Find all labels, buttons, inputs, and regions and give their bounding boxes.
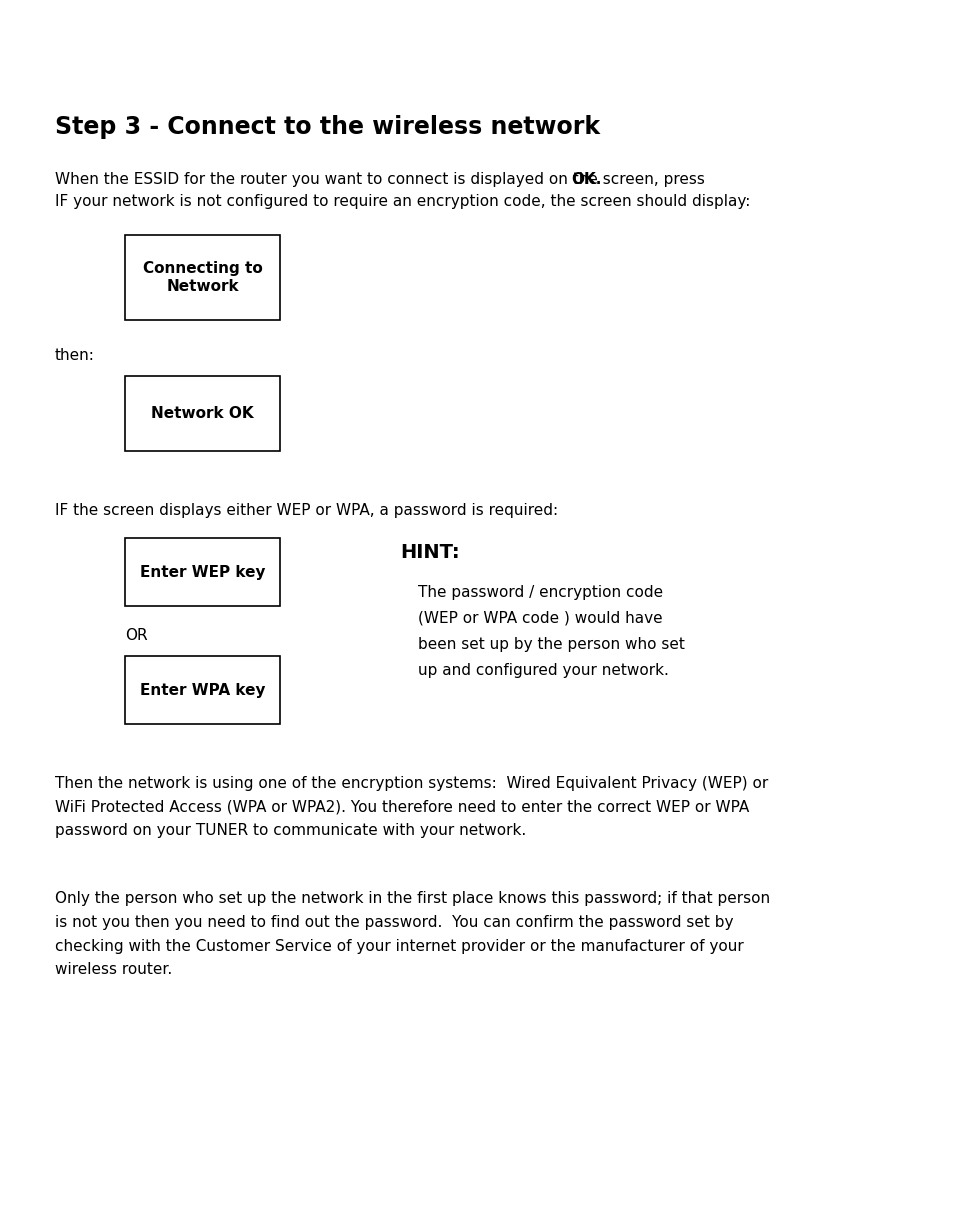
Text: WiFi Protected Access (WPA or WPA2). You therefore need to enter the correct WEP: WiFi Protected Access (WPA or WPA2). You… (55, 800, 748, 814)
Text: Step 3 - Connect to the wireless network: Step 3 - Connect to the wireless network (55, 115, 599, 139)
Text: Only the person who set up the network in the first place knows this password; i: Only the person who set up the network i… (55, 892, 769, 906)
Text: Network OK: Network OK (151, 406, 253, 422)
Text: Connecting to
Network: Connecting to Network (143, 261, 262, 294)
Bar (125, 538, 280, 606)
Text: password on your TUNER to communicate with your network.: password on your TUNER to communicate wi… (55, 823, 526, 838)
Text: wireless router.: wireless router. (55, 962, 172, 977)
Text: checking with the Customer Service of your internet provider or the manufacturer: checking with the Customer Service of yo… (55, 939, 743, 953)
Text: Enter WEP key: Enter WEP key (139, 564, 265, 580)
Text: Enter WPA key: Enter WPA key (139, 683, 265, 697)
Bar (125, 236, 280, 320)
Text: (WEP or WPA code ) would have: (WEP or WPA code ) would have (417, 611, 662, 626)
Bar (125, 376, 280, 451)
Text: OK.: OK. (571, 172, 601, 187)
Text: then:: then: (55, 348, 94, 362)
Text: IF your network is not configured to require an encryption code, the screen shou: IF your network is not configured to req… (55, 194, 750, 209)
Text: up and configured your network.: up and configured your network. (417, 663, 668, 678)
Text: been set up by the person who set: been set up by the person who set (417, 637, 684, 652)
Text: IF the screen displays either WEP or WPA, a password is required:: IF the screen displays either WEP or WPA… (55, 503, 558, 518)
Text: is not you then you need to find out the password.  You can confirm the password: is not you then you need to find out the… (55, 914, 733, 930)
Text: HINT:: HINT: (399, 544, 459, 562)
Text: When the ESSID for the router you want to connect is displayed on the screen, pr: When the ESSID for the router you want t… (55, 172, 709, 187)
Bar (125, 656, 280, 724)
Text: The password / encryption code: The password / encryption code (417, 585, 662, 600)
Text: OR: OR (125, 628, 148, 643)
Text: Then the network is using one of the encryption systems:  Wired Equivalent Priva: Then the network is using one of the enc… (55, 776, 767, 791)
